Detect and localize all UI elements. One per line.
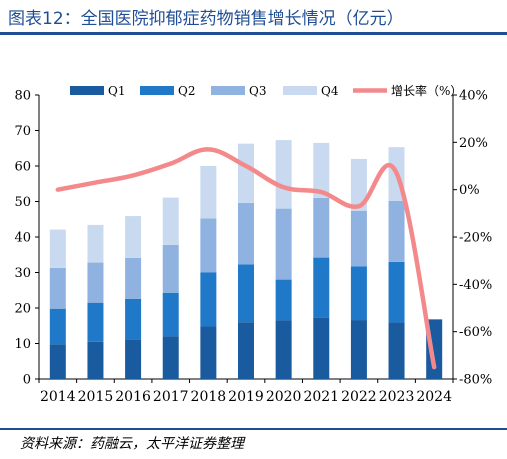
x-tick-label: 2018: [191, 389, 227, 405]
title-underline: [0, 32, 507, 35]
bar-q2-2016: [125, 298, 142, 340]
x-tick-label: 2017: [153, 389, 189, 405]
x-tick-label: 2019: [228, 389, 264, 405]
legend-label-q4: Q4: [321, 84, 339, 98]
bar-q4-2019: [238, 143, 254, 203]
y-right-tick-label: 20%: [459, 136, 488, 151]
legend-label-q1: Q1: [108, 84, 125, 98]
legend-swatch-q2: [140, 86, 174, 95]
legend: Q1 Q2 Q3 Q4 增长率（%）: [70, 83, 462, 98]
bar-q2-2021: [313, 257, 330, 318]
bar-q3-2021: [313, 197, 330, 258]
bar-q1-2021: [313, 317, 330, 379]
x-tick-label: 2014: [40, 389, 76, 405]
y-left-tick-label: 40: [14, 231, 31, 246]
bar-q3-2018: [200, 218, 217, 273]
legend-label-growth: 增长率（%）: [391, 83, 462, 98]
bar-q1-2014: [49, 344, 66, 379]
source-note: 资料来源：药融云，太平洋证券整理: [20, 436, 244, 452]
y-right-tick-label: -80%: [459, 373, 492, 388]
y-left-tick-label: 20: [14, 302, 31, 317]
bar-q3-2023: [388, 200, 405, 262]
bar-q3-2015: [87, 262, 104, 303]
x-tick-label: 2022: [341, 389, 377, 405]
x-tick-label: 2023: [379, 389, 415, 405]
x-tick-label: 2015: [78, 389, 114, 405]
y-right-tick-label: -60%: [459, 325, 492, 340]
bars: [49, 140, 443, 379]
bar-q3-2019: [238, 202, 254, 265]
x-tick-label: 2016: [115, 389, 151, 405]
bar-q2-2022: [350, 266, 367, 321]
bar-q4-2016: [125, 216, 142, 258]
legend-swatch-q1: [70, 86, 104, 95]
y-left-tick-label: 50: [14, 195, 31, 210]
chart: 0 10 20 30 40 50 60 70 80 -80% -60% -40% -20% 0% 20% 40…: [14, 83, 492, 406]
growth-rate-line: [55, 147, 437, 370]
bar-q1-2020: [275, 320, 292, 379]
bar-q4-2015: [87, 224, 104, 263]
y-left-tick-label: 80: [14, 89, 31, 104]
y-right-tick-label: 0%: [459, 183, 480, 198]
y-left-tick-label: 30: [14, 266, 31, 281]
chart-title: 图表12：全国医院抑郁症药物销售增长情况（亿元）: [8, 9, 404, 29]
legend-label-q3: Q3: [249, 84, 266, 98]
bar-q2-2018: [200, 272, 217, 327]
bar-q1-2015: [87, 341, 104, 379]
bar-q1-2018: [200, 326, 217, 379]
bar-q2-2023: [388, 261, 405, 323]
bar-q1-2016: [125, 339, 142, 379]
bar-q1-2022: [350, 320, 367, 379]
bar-q4-2021: [313, 142, 330, 198]
bar-q3-2020: [275, 208, 292, 280]
bar-q3-2017: [162, 244, 179, 293]
bar-q4-2014: [49, 229, 66, 268]
bar-q2-2015: [87, 302, 104, 342]
legend-swatch-q3: [211, 86, 245, 95]
bar-q2-2019: [238, 264, 254, 323]
bar-q3-2014: [49, 267, 66, 309]
y-left-tick-label: 0: [23, 373, 31, 388]
footer-rule: [0, 428, 507, 430]
bar-q1-2019: [238, 322, 254, 379]
bar-q4-2018: [200, 166, 217, 219]
bar-q4-2017: [162, 197, 179, 245]
y-right-tick-label: -40%: [459, 278, 492, 293]
bar-q2-2017: [162, 292, 179, 337]
y-right-tick-label: 40%: [459, 89, 488, 104]
bar-q4-2022: [350, 158, 367, 211]
y-left-tick-label: 10: [14, 337, 31, 352]
x-tick-label: 2020: [266, 389, 302, 405]
x-tick-label: 2024: [416, 389, 452, 405]
y-right-tick-label: -20%: [459, 231, 492, 246]
x-tick-label: 2021: [303, 389, 339, 405]
bar-q2-2020: [275, 279, 292, 321]
bar-q1-2023: [388, 322, 405, 379]
bar-q4-2020: [275, 140, 292, 209]
bar-q2-2014: [49, 308, 66, 345]
legend-label-q2: Q2: [178, 84, 195, 98]
axes: 0 10 20 30 40 50 60 70 80 -80% -60% -40% -20% 0% 20% 40…: [14, 89, 492, 406]
y-left-tick-label: 70: [14, 124, 31, 139]
legend-swatch-q4: [283, 86, 317, 95]
y-left-tick-label: 60: [14, 160, 31, 175]
bar-q3-2022: [350, 210, 367, 267]
growth-line: [55, 147, 437, 370]
bar-q1-2017: [162, 336, 179, 379]
bar-q3-2016: [125, 257, 142, 299]
